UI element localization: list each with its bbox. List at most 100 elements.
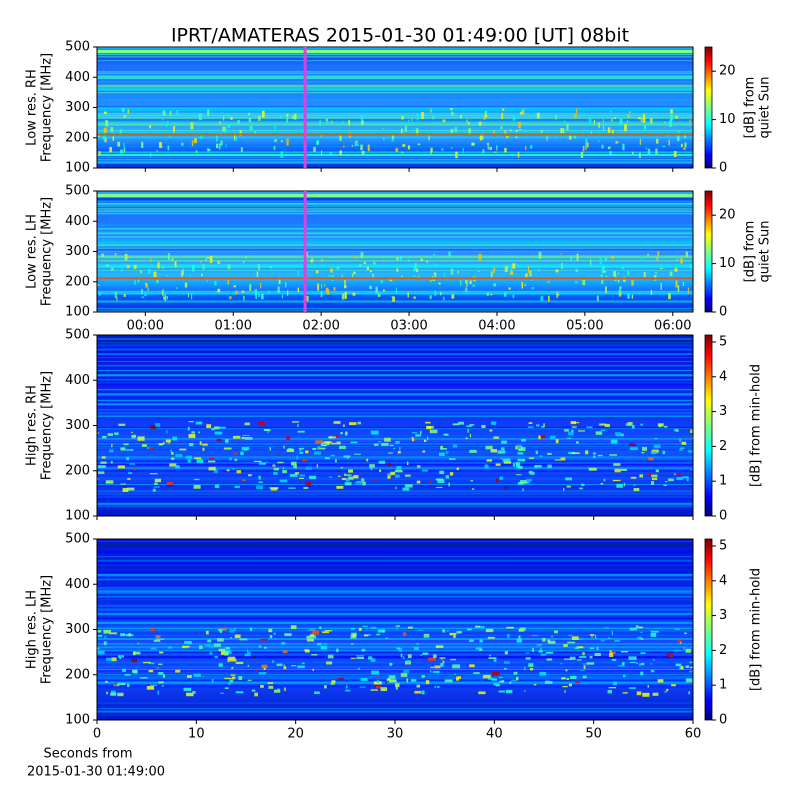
spectrogram-burst [171, 258, 174, 262]
spectrogram-burst [529, 667, 534, 671]
spectrogram-burst [585, 143, 587, 150]
spectrogram-burst [306, 251, 308, 257]
spectrogram-band [97, 136, 693, 139]
spectrogram-burst [241, 436, 245, 439]
spectrogram-burst [582, 652, 585, 656]
spectrogram-burst [175, 453, 183, 458]
spectrogram-burst [517, 152, 520, 158]
spectrogram-burst [438, 282, 441, 285]
colorbar-tick-label: 5 [719, 538, 727, 553]
spectrogram-burst [202, 675, 205, 677]
spectrogram-band [97, 403, 693, 406]
spectrogram-burst [189, 443, 194, 447]
spectrogram-burst [282, 650, 288, 653]
y-tick-label: 200 [65, 130, 90, 145]
spectrogram-burst [214, 655, 218, 659]
spectrogram-burst [140, 270, 142, 274]
spectrogram-burst [451, 294, 455, 299]
spectrogram-burst [234, 485, 240, 488]
spectrogram-burst [373, 261, 376, 265]
spectrogram-burst [387, 476, 391, 479]
spectrogram-burst [175, 465, 180, 469]
spectrogram-burst [117, 141, 121, 147]
spectrogram-burst [126, 487, 135, 491]
spectrogram-burst [407, 626, 413, 629]
spectrogram-burst [576, 441, 579, 444]
spectrogram-band [97, 48, 693, 49]
spectrogram-band [97, 73, 693, 76]
spectrogram-burst [540, 648, 542, 650]
spectrogram-burst [149, 473, 158, 475]
spectrogram-burst [492, 671, 500, 676]
spectrogram-burst [445, 451, 449, 454]
spectrogram-burst [493, 683, 499, 685]
spectrogram-burst [331, 120, 333, 124]
spectrogram-band [97, 666, 693, 668]
x-axis-label: Seconds from [43, 747, 132, 762]
spectrogram-burst [449, 472, 454, 476]
spectrogram-burst [635, 625, 639, 629]
spectrogram-burst [147, 287, 149, 291]
spectrogram-burst [187, 459, 191, 463]
spectrogram-burst [653, 444, 661, 449]
spectrogram-burst [399, 256, 403, 261]
spectrogram-burst [484, 110, 487, 117]
spectrogram-band [97, 475, 693, 478]
x-tick-label: 02:00 [302, 319, 339, 334]
spectrogram-burst [499, 476, 504, 480]
spectrogram-burst [123, 293, 126, 297]
spectrogram-burst [489, 146, 492, 150]
spectrogram-burst [440, 663, 444, 667]
spectrogram-burst [142, 661, 151, 664]
spectrogram-burst [165, 439, 171, 443]
spectrogram-burst [126, 264, 130, 269]
spectrogram-burst [507, 634, 510, 638]
spectrogram-burst [162, 117, 164, 121]
spectrogram-band [97, 591, 693, 594]
spectrogram-band [97, 683, 693, 685]
spectrogram-burst [110, 690, 116, 695]
spectrogram-burst [141, 289, 143, 295]
spectrogram-burst [257, 421, 265, 425]
spectrogram-burst [469, 449, 477, 453]
spectrogram-burst [243, 295, 245, 301]
spectrogram-burst [169, 110, 172, 116]
spectrogram-burst [444, 679, 453, 683]
spectrogram-burst [290, 461, 297, 466]
spectrogram-burst [681, 443, 687, 445]
spectrogram-burst [620, 650, 629, 653]
spectrogram-burst [396, 268, 399, 273]
spectrogram-band [97, 205, 693, 207]
spectrogram-burst [536, 424, 540, 427]
spectrogram-band [97, 608, 693, 611]
spectrogram-burst [304, 649, 309, 652]
spectrogram-burst [501, 680, 505, 683]
spectrogram-band [97, 634, 693, 636]
spectrogram-burst [324, 284, 326, 287]
spectrogram-burst [131, 434, 137, 438]
colorbar-tick-label: 0 [719, 509, 727, 524]
spectrogram-band [97, 162, 693, 164]
spectrogram-burst [538, 435, 542, 440]
spectrogram-edge [97, 339, 693, 343]
spectrogram-burst [361, 648, 366, 652]
spectrogram-burst [269, 267, 272, 270]
spectrogram-burst [405, 125, 407, 132]
spectrogram-band [97, 571, 693, 574]
spectrogram-burst [460, 280, 462, 286]
spectrogram-band [97, 116, 693, 119]
spectrogram-burst [413, 296, 416, 299]
spectrogram-burst [260, 684, 264, 688]
spectrogram-burst [328, 436, 336, 439]
spectrogram-burst [301, 128, 305, 134]
spectrogram-burst [395, 287, 397, 294]
spectrogram-burst [295, 465, 297, 469]
spectrogram-burst [639, 152, 641, 159]
spectrogram-burst [469, 664, 475, 668]
spectrogram-burst [157, 262, 160, 269]
spectrogram-burst [488, 677, 493, 680]
spectrogram-burst [381, 442, 389, 446]
spectrogram-band [97, 232, 693, 235]
spectrogram-burst [486, 459, 493, 462]
spectrogram-burst [395, 625, 401, 627]
